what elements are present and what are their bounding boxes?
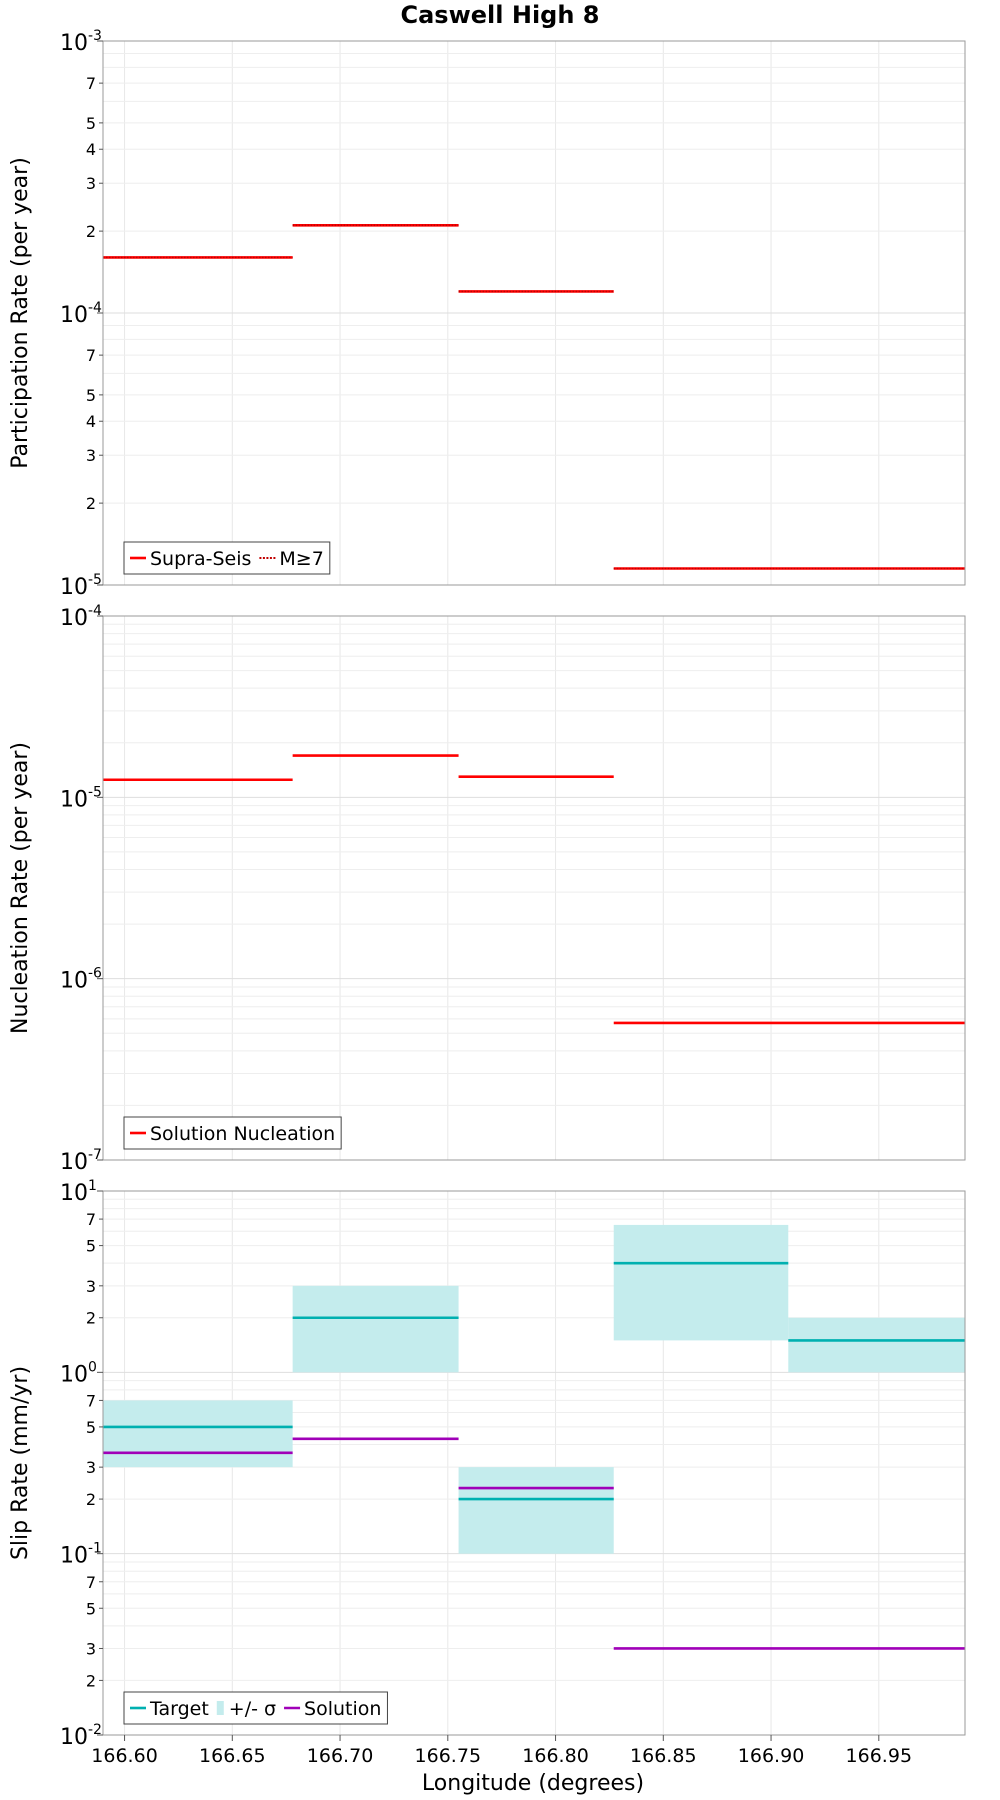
y-axis-label: Nucleation Rate (per year) (8, 742, 33, 1034)
y-minor-tick-label: 2 (86, 1309, 96, 1328)
legend-frame (123, 541, 331, 575)
plot-area (103, 616, 965, 1160)
legend-label: +/- σ (229, 1698, 276, 1720)
panels: 10-3 10-4 10-5 7 5 4 3 2 7 5 4 3 2 Participation Rate… (8, 28, 966, 1767)
legend-swatch (216, 1701, 224, 1715)
band-rect (788, 1317, 965, 1373)
y-minor-tick-label: 7 (86, 1391, 96, 1410)
y-tick-label: 10-2 (60, 1722, 102, 1750)
legend-label: Solution (304, 1698, 381, 1720)
plot-frame (102, 615, 966, 1161)
y-axis-label: Participation Rate (per year) (8, 157, 33, 469)
grid (103, 1191, 965, 1736)
y-ticks: 101 100 10-1 10-2 7 5 3 2 7 5 3 2 7 5 3 2 (60, 1178, 103, 1750)
y-minor-tick-label: 3 (86, 446, 96, 465)
y-tick-label: 10-5 (60, 784, 102, 812)
y-minor-tick-label: 3 (86, 1458, 96, 1477)
y-ticks: 10-4 10-5 10-6 10-7 (60, 603, 103, 1175)
y-axis-label: Slip Rate (mm/yr) (8, 1366, 33, 1560)
x-tick-label: 166.70 (307, 1745, 373, 1767)
legend-label: Supra-Seis (150, 548, 251, 570)
y-minor-tick-label: 3 (86, 1639, 96, 1658)
legend-label: Target (149, 1698, 209, 1720)
y-ticks: 10-3 10-4 10-5 7 5 4 3 2 7 5 4 3 2 (60, 28, 103, 600)
plot-frame (102, 1190, 966, 1736)
panel-3: 101 100 10-1 10-2 7 5 3 2 7 5 3 2 7 5 3 2 Slip Rate (mm/… (8, 1178, 966, 1750)
band-rect (458, 1467, 614, 1554)
band-rect (103, 1400, 293, 1468)
x-tick-label: 166.65 (199, 1745, 265, 1767)
y-minor-tick-label: 5 (86, 1599, 96, 1618)
grid (103, 616, 965, 1161)
series-solution (103, 1437, 965, 1650)
y-tick-label: 10-4 (60, 300, 102, 328)
band-sigma (103, 1224, 965, 1554)
band-rect (613, 1224, 789, 1341)
y-minor-tick-label: 4 (86, 412, 96, 431)
legend: Target +/- σ Solution (123, 1691, 388, 1725)
y-tick-label: 100 (60, 1359, 97, 1387)
legend: Solution Nucleation (123, 1116, 342, 1150)
y-minor-tick-label: 5 (86, 114, 96, 133)
x-tick-label: 166.95 (846, 1745, 912, 1767)
y-minor-tick-label: 5 (86, 386, 96, 405)
legend-frame (123, 1691, 388, 1725)
y-tick-label: 101 (60, 1178, 97, 1206)
legend-label: M≥7 (279, 548, 323, 570)
y-minor-tick-label: 3 (86, 174, 96, 193)
y-minor-tick-label: 4 (86, 140, 96, 159)
y-tick-label: 10-1 (60, 1541, 102, 1569)
legend-frame (123, 1116, 342, 1150)
y-tick-label: 10-3 (60, 28, 102, 56)
band-rect (292, 1285, 459, 1373)
y-tick-label: 10-5 (60, 572, 102, 600)
x-tick-label: 166.85 (630, 1745, 696, 1767)
panel-1: 10-3 10-4 10-5 7 5 4 3 2 7 5 4 3 2 Participation Rate… (8, 28, 966, 600)
x-tick-label: 166.60 (91, 1745, 157, 1767)
x-tick-label: 166.90 (738, 1745, 804, 1767)
y-minor-tick-label: 7 (86, 74, 96, 93)
series-target (103, 1261, 965, 1501)
y-minor-tick-label: 5 (86, 1418, 96, 1437)
series-solution-nucleation (103, 754, 965, 1025)
y-minor-tick-label: 7 (86, 346, 96, 365)
grid (103, 41, 965, 586)
panel-2: 10-4 10-5 10-6 10-7 Nucleation Rate (per yea… (8, 603, 966, 1175)
y-tick-label: 10-4 (60, 603, 102, 631)
y-minor-tick-label: 2 (86, 222, 96, 241)
y-tick-label: 10-7 (60, 1147, 102, 1175)
x-ticks: 166.60 166.65 166.70 166.75 166.80 166.85 166.… (91, 1735, 912, 1767)
series-m-7 (103, 224, 965, 570)
y-minor-tick-label: 7 (86, 1573, 96, 1592)
x-tick-label: 166.80 (522, 1745, 588, 1767)
y-minor-tick-label: 7 (86, 1210, 96, 1229)
y-minor-tick-label: 2 (86, 1671, 96, 1690)
legend: Supra-Seis M≥7 (123, 541, 331, 575)
y-minor-tick-label: 2 (86, 494, 96, 513)
y-minor-tick-label: 3 (86, 1277, 96, 1296)
y-minor-tick-label: 5 (86, 1237, 96, 1256)
x-axis-label: Longitude (degrees) (422, 1771, 644, 1796)
legend-label: Solution Nucleation (150, 1123, 335, 1145)
chart-title: Caswell High 8 (401, 1, 600, 29)
y-minor-tick-label: 2 (86, 1490, 96, 1509)
y-tick-label: 10-6 (60, 966, 102, 994)
x-tick-label: 166.75 (415, 1745, 481, 1767)
